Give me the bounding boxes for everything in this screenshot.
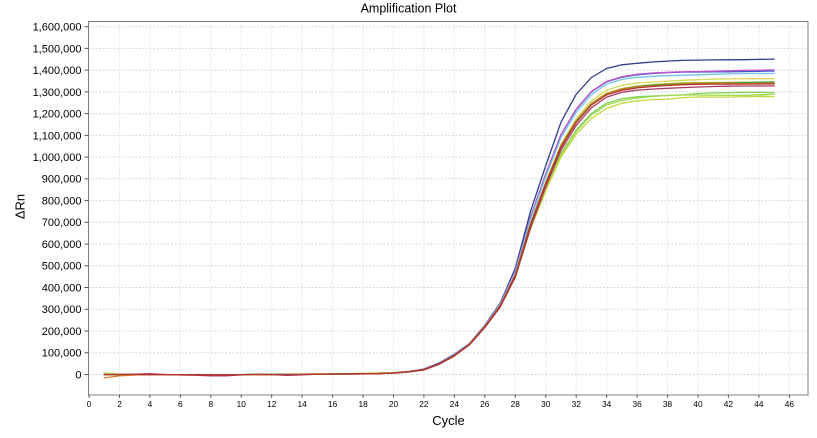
svg-text:ΔRn: ΔRn [13, 194, 28, 219]
svg-text:16: 16 [328, 399, 338, 409]
svg-text:1,500,000: 1,500,000 [33, 43, 82, 55]
svg-text:600,000: 600,000 [42, 239, 82, 251]
svg-text:0: 0 [75, 369, 81, 381]
svg-text:12: 12 [267, 399, 277, 409]
svg-text:1,400,000: 1,400,000 [33, 65, 82, 77]
svg-text:Cycle: Cycle [432, 413, 465, 428]
svg-text:32: 32 [572, 399, 582, 409]
svg-text:38: 38 [663, 399, 673, 409]
svg-text:500,000: 500,000 [42, 261, 82, 273]
svg-text:700,000: 700,000 [42, 217, 82, 229]
svg-text:30: 30 [541, 399, 551, 409]
svg-text:22: 22 [419, 399, 429, 409]
svg-text:1,000,000: 1,000,000 [33, 152, 82, 164]
svg-text:4: 4 [148, 399, 153, 409]
svg-text:100,000: 100,000 [42, 348, 82, 360]
svg-text:1,200,000: 1,200,000 [33, 109, 82, 121]
svg-text:26: 26 [480, 399, 490, 409]
svg-text:20: 20 [389, 399, 399, 409]
svg-text:8: 8 [208, 399, 213, 409]
svg-text:1,600,000: 1,600,000 [33, 22, 82, 34]
svg-text:46: 46 [785, 399, 795, 409]
svg-text:1,300,000: 1,300,000 [33, 87, 82, 99]
svg-text:44: 44 [754, 399, 764, 409]
svg-text:Amplification Plot: Amplification Plot [361, 2, 457, 16]
svg-text:300,000: 300,000 [42, 304, 82, 316]
svg-text:900,000: 900,000 [42, 174, 82, 186]
svg-text:800,000: 800,000 [42, 196, 82, 208]
svg-text:400,000: 400,000 [42, 282, 82, 294]
svg-text:24: 24 [450, 399, 460, 409]
svg-text:18: 18 [358, 399, 368, 409]
svg-text:1,100,000: 1,100,000 [33, 130, 82, 142]
svg-text:28: 28 [511, 399, 521, 409]
svg-text:6: 6 [178, 399, 183, 409]
svg-text:42: 42 [724, 399, 734, 409]
svg-text:0: 0 [87, 399, 92, 409]
svg-text:200,000: 200,000 [42, 326, 82, 338]
svg-text:40: 40 [693, 399, 703, 409]
svg-text:34: 34 [602, 399, 612, 409]
svg-text:14: 14 [297, 399, 307, 409]
svg-text:10: 10 [237, 399, 247, 409]
svg-text:2: 2 [117, 399, 122, 409]
svg-text:36: 36 [632, 399, 642, 409]
